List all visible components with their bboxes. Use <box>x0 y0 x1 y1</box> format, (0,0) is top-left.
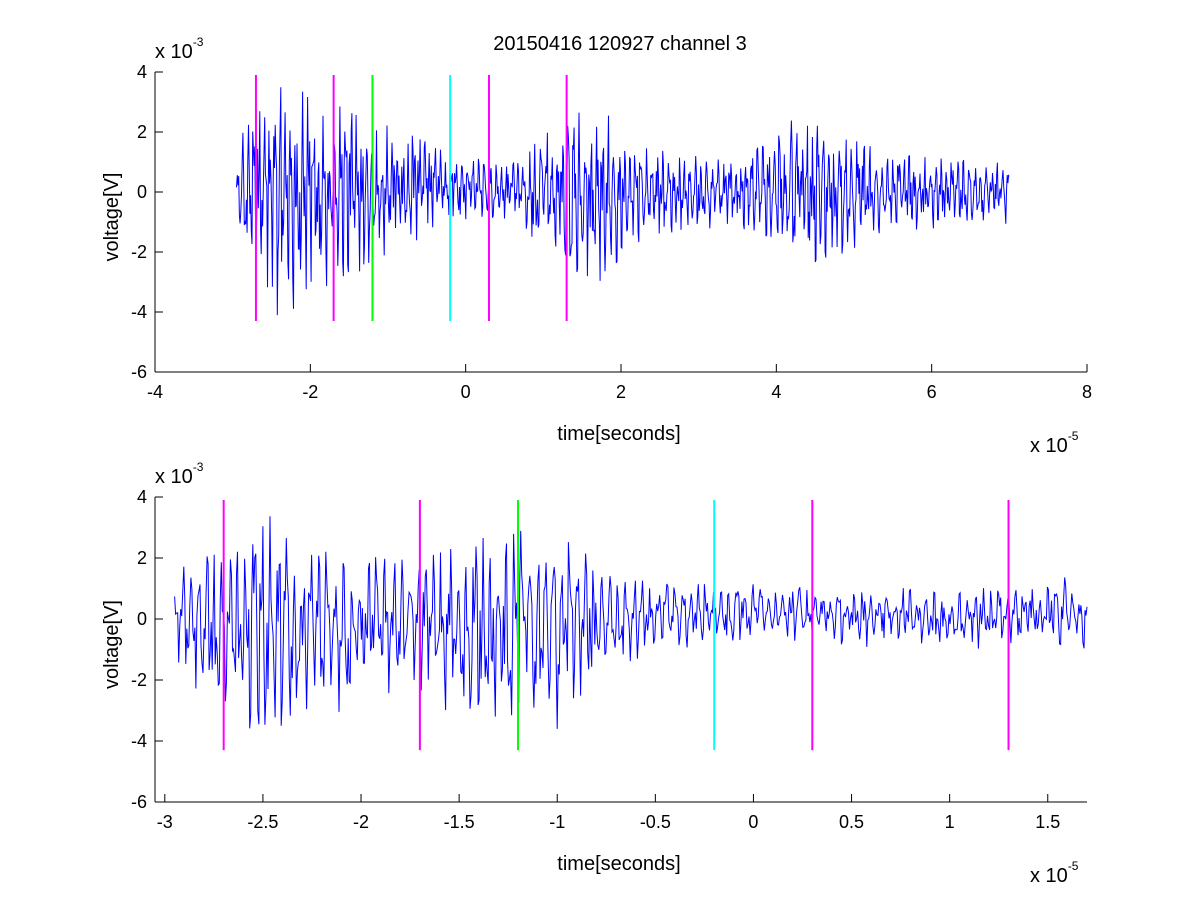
y-tick-label: 2 <box>137 122 147 142</box>
y-tick-label: 4 <box>137 487 147 507</box>
signal-series <box>236 87 1010 316</box>
x-axis-exponent: x 10-5 <box>1030 859 1079 887</box>
y-tick-label: 2 <box>137 548 147 568</box>
x-tick-label: 8 <box>1082 382 1092 402</box>
x-tick-label: -2.5 <box>247 812 278 832</box>
chart-title: 20150416 120927 channel 3 <box>493 33 747 55</box>
y-axis-exponent: x 10-3 <box>155 460 204 488</box>
plot-panel-2: -6 -4 -2 0 2 4 -3 -2.5 -2 -1.5 -1 -0.5 0 0.5 1 1.5 time[… <box>101 460 1088 887</box>
y-tick-label: 0 <box>137 609 147 629</box>
x-tick-label: 0.5 <box>839 812 864 832</box>
x-tick-label: -4 <box>147 382 163 402</box>
x-tick-label: 1.5 <box>1035 812 1060 832</box>
x-tick-label: 0 <box>748 812 758 832</box>
x-tick-label: 6 <box>927 382 937 402</box>
y-tick-label: -4 <box>131 302 147 322</box>
y-tick-label: -2 <box>131 670 147 690</box>
x-axis-exponent: x 10-5 <box>1030 429 1079 457</box>
y-tick-label: -6 <box>131 362 147 382</box>
x-tick-label: -0.5 <box>640 812 671 832</box>
y-tick-label: 0 <box>137 182 147 202</box>
y-tick-label: -2 <box>131 242 147 262</box>
x-tick-label: -1 <box>549 812 565 832</box>
x-axis-label: time[seconds] <box>557 853 680 875</box>
y-axis-label: voltage[V] <box>101 173 123 262</box>
y-tick-label: 4 <box>137 62 147 82</box>
x-tick-label: 0 <box>461 382 471 402</box>
y-axis-exponent: x 10-3 <box>155 35 204 63</box>
x-tick-label: -1.5 <box>444 812 475 832</box>
signal-series <box>174 516 1088 729</box>
x-axis-label: time[seconds] <box>557 423 680 445</box>
x-tick-label: 1 <box>945 812 955 832</box>
y-tick-label: -6 <box>131 792 147 812</box>
x-tick-label: 4 <box>771 382 781 402</box>
y-axis-label: voltage[V] <box>101 600 123 689</box>
x-tick-label: 2 <box>616 382 626 402</box>
x-tick-label: -2 <box>353 812 369 832</box>
x-tick-label: -2 <box>302 382 318 402</box>
x-tick-label: -3 <box>157 812 173 832</box>
y-tick-label: -4 <box>131 731 147 751</box>
